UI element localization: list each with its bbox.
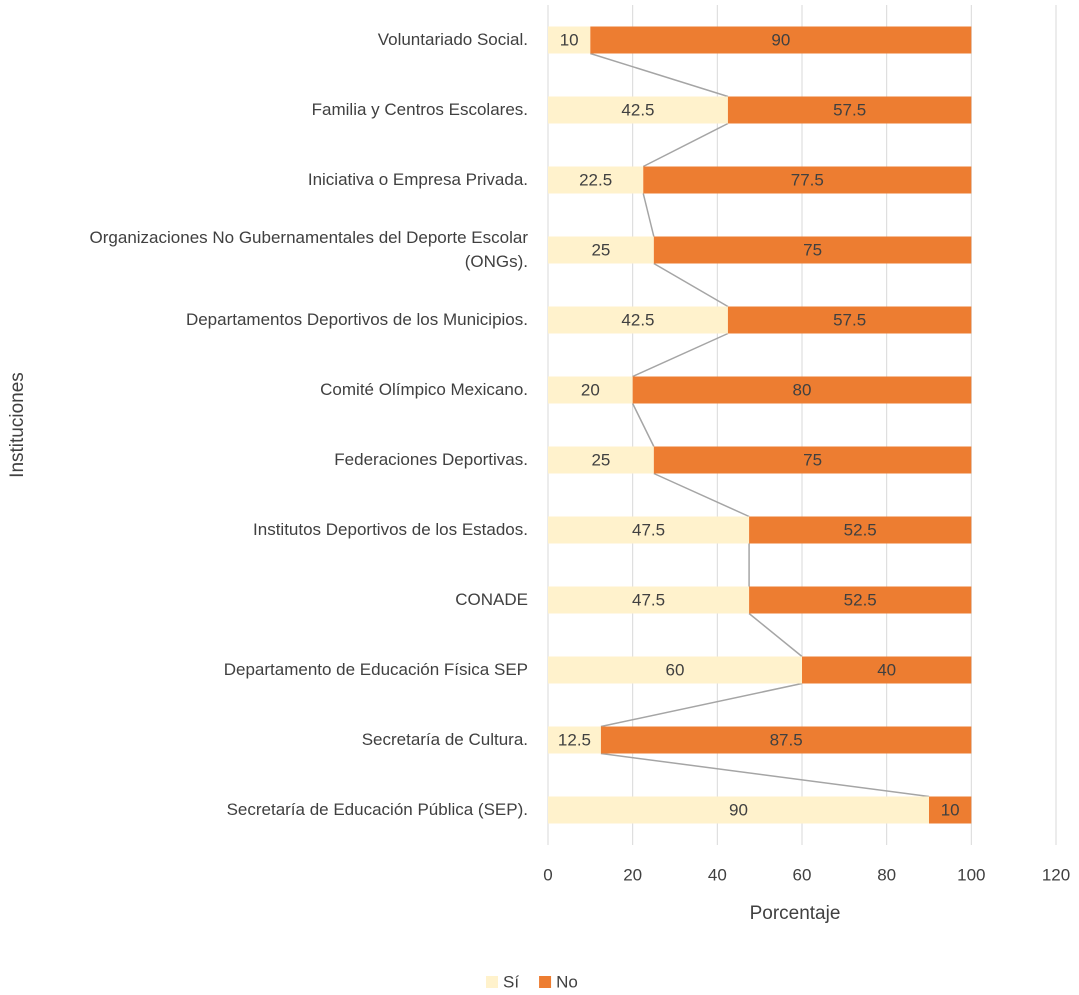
x-axis-title: Porcentaje — [750, 903, 841, 924]
series-line — [653, 472, 750, 518]
bar — [590, 26, 972, 54]
data-label: 57.5 — [833, 310, 866, 329]
y-tick-label: Familia y Centros Escolares. — [311, 100, 528, 119]
data-label: 60 — [666, 660, 685, 679]
data-label: 75 — [803, 240, 822, 259]
series-line — [642, 122, 729, 168]
bar — [548, 726, 601, 754]
series-line — [631, 403, 655, 447]
bar — [653, 236, 972, 264]
data-label: 40 — [877, 660, 896, 679]
series-line — [632, 332, 729, 378]
legend-swatch — [486, 976, 498, 988]
series-line — [748, 612, 803, 658]
bar — [548, 586, 750, 614]
data-label: 12.5 — [558, 730, 591, 749]
data-label: 77.5 — [791, 170, 824, 189]
bar — [727, 96, 972, 124]
bar — [548, 306, 728, 334]
series-line — [590, 52, 729, 98]
bar — [632, 376, 972, 404]
x-tick-label: 60 — [793, 865, 812, 884]
y-tick-label: Departamentos Deportivos de los Municipi… — [185, 310, 528, 329]
y-tick-label: Comité Olímpico Mexicano. — [320, 380, 528, 399]
bar — [727, 306, 972, 334]
x-tick-label: 80 — [877, 865, 896, 884]
y-tick-label: CONADE — [455, 590, 528, 609]
x-tick-label: 0 — [543, 865, 552, 884]
bar — [749, 516, 972, 544]
bar — [548, 516, 750, 544]
y-tick-label: Secretaría de Cultura. — [361, 730, 528, 749]
data-label: 25 — [591, 450, 610, 469]
data-label: 25 — [591, 240, 610, 259]
data-label: 90 — [771, 30, 790, 49]
bar — [548, 796, 929, 824]
data-label: 52.5 — [844, 590, 877, 609]
bar — [929, 796, 972, 824]
data-label: 90 — [729, 800, 748, 819]
data-label: 75 — [803, 450, 822, 469]
x-tick-label: 20 — [623, 865, 642, 884]
bar — [749, 586, 972, 614]
bar — [548, 96, 728, 124]
data-label: 20 — [581, 380, 600, 399]
y-axis-title: Instituciones — [7, 372, 28, 478]
bar — [548, 446, 654, 474]
y-tick-label: Secretaría de Educación Pública (SEP). — [226, 800, 528, 819]
bar — [643, 166, 972, 194]
data-label: 52.5 — [844, 520, 877, 539]
data-label: 42.5 — [621, 100, 654, 119]
y-tick-label: Federaciones Deportivas. — [334, 450, 528, 469]
data-label: 47.5 — [632, 590, 665, 609]
y-tick-label: Organizaciones No Gubernamentales del De… — [89, 228, 528, 271]
data-label: 87.5 — [770, 730, 803, 749]
bar — [548, 166, 644, 194]
bar — [600, 726, 972, 754]
y-tick-label: Departamento de Educación Física SEP — [223, 660, 528, 679]
x-tick-label: 120 — [1042, 865, 1070, 884]
series-line — [600, 752, 930, 798]
data-label: 22.5 — [579, 170, 612, 189]
legend-swatch — [539, 976, 552, 988]
data-label: 10 — [941, 800, 960, 819]
bar — [548, 236, 654, 264]
y-tick-label: Institutos Deportivos de los Estados. — [253, 520, 528, 539]
y-tick-label: Iniciativa o Empresa Privada. — [307, 170, 528, 189]
data-label: 10 — [560, 30, 579, 49]
bar — [548, 656, 802, 684]
series-line — [600, 682, 803, 728]
x-tick-label: 40 — [708, 865, 727, 884]
data-label: 80 — [793, 380, 812, 399]
legend-label: No — [556, 972, 578, 991]
series-line — [653, 262, 729, 308]
bar — [548, 26, 591, 54]
data-label: 47.5 — [632, 520, 665, 539]
series-line — [642, 193, 655, 237]
data-label: 42.5 — [621, 310, 654, 329]
legend-label: Sí — [503, 972, 519, 991]
data-label: 57.5 — [833, 100, 866, 119]
y-tick-label: Voluntariado Social. — [377, 30, 528, 49]
bar — [802, 656, 972, 684]
bar — [653, 446, 972, 474]
bar — [548, 376, 633, 404]
x-tick-label: 100 — [957, 865, 985, 884]
